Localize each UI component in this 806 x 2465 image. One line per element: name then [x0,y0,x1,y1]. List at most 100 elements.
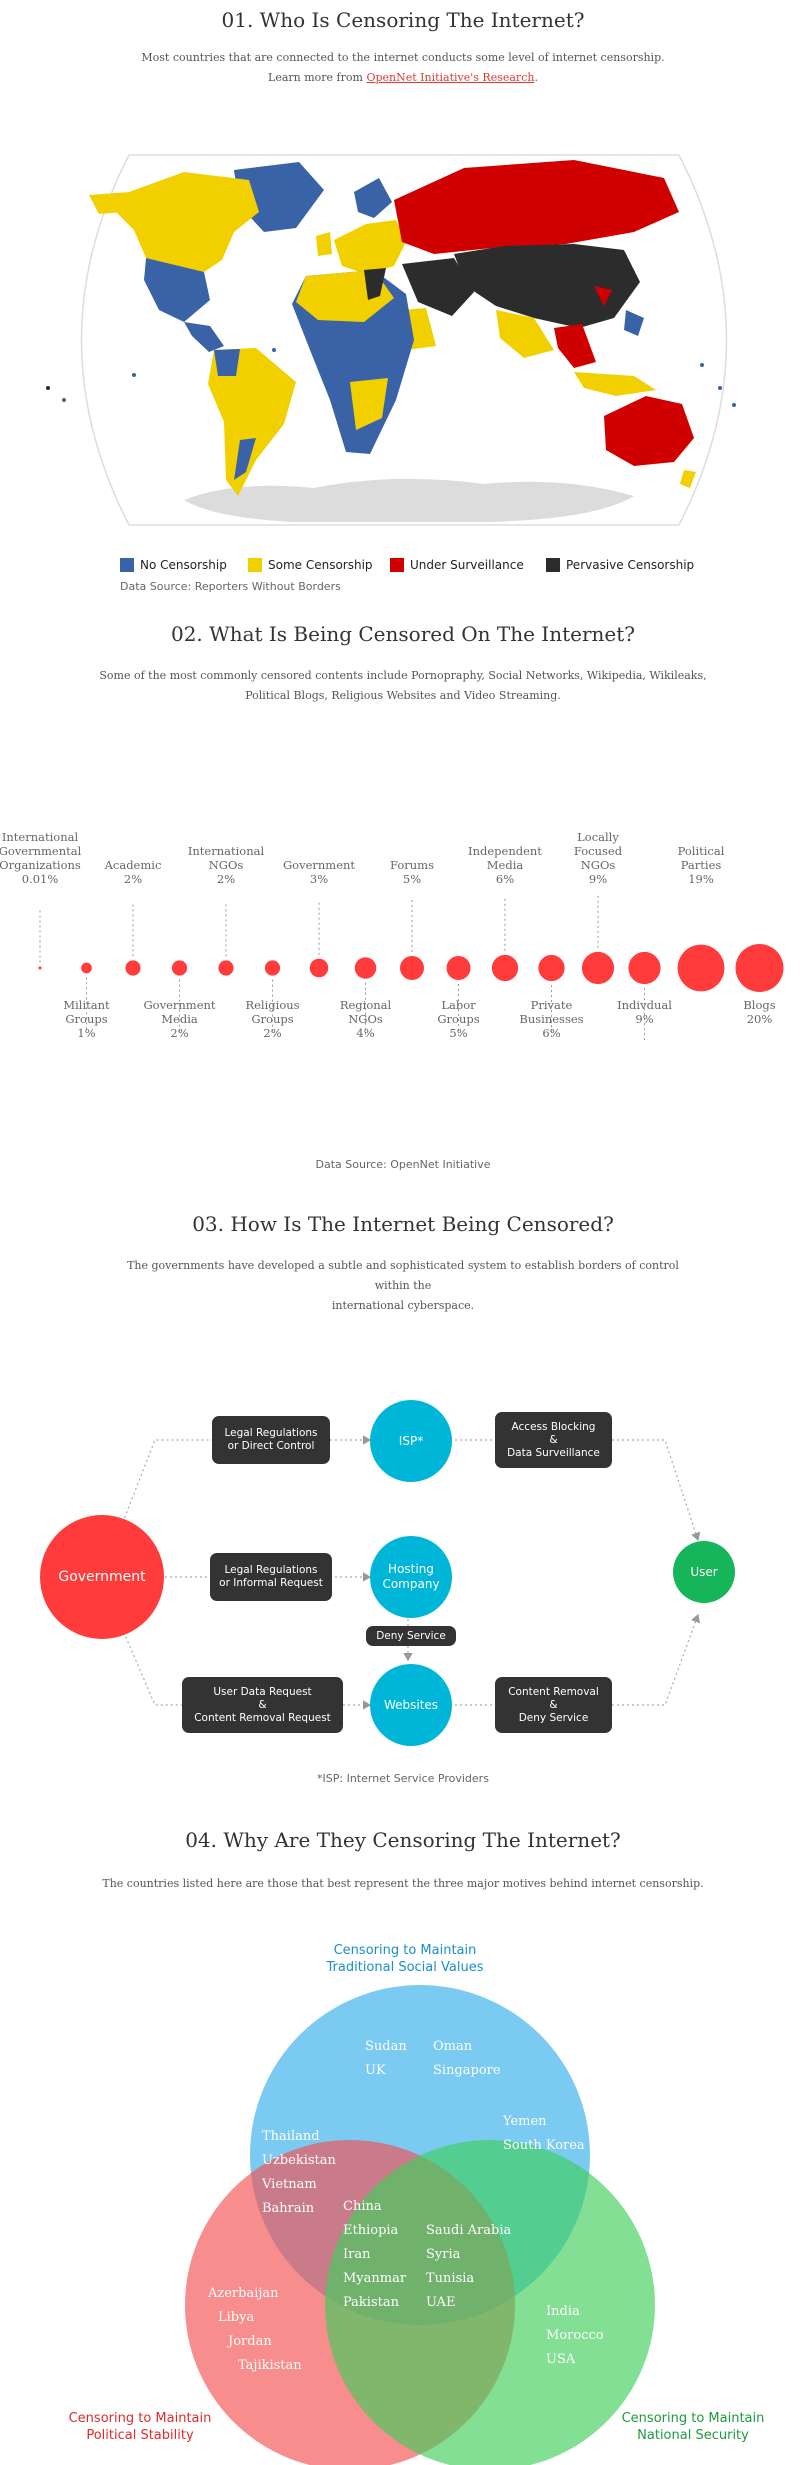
country-azerbaijan: Azerbaijan [208,2286,279,2301]
bubble-label-1-line-0: Militant [63,998,110,1012]
bubble-label-0-line-1: Governmental [0,844,82,858]
hosting-company-line1: Hosting [388,1562,434,1576]
bubble-label-2: Academic 2% [88,858,178,886]
bubble-label-7-line-1: NGOs [348,1012,383,1026]
bubble-9 [446,956,471,980]
user-data-line2: & [258,1698,267,1711]
bubble-label-9-line-0: Labor [441,998,476,1012]
legend-label-no-censorship: No Censorship [140,558,227,572]
deny-service-box: Deny Service [366,1626,456,1646]
section2-title: 02. What Is Being Censored On The Intern… [170,622,636,646]
content-removal-line2: & [549,1698,558,1711]
bubble-label-11: Private Businesses 6% [507,998,597,1040]
access-blocking-box: Access Blocking & Data Surveillance [495,1412,612,1468]
all-motives-group-b: Saudi Arabia Syria Tunisia UAE [426,2219,511,2315]
bubble-15 [735,944,784,992]
censored-content-bubble-chart: International Governmental Organizations 0.… [0,820,806,1100]
bubble-label-1-line-1: Groups [65,1012,108,1026]
user-node: User [673,1541,735,1603]
bubble-label-3: Government Media 2% [135,998,225,1040]
section2-desc-line1: Some of the most commonly censored conte… [99,669,707,682]
opennet-research-link[interactable]: OpenNet Initiative's Research [366,71,535,84]
bubble-label-0-line-0: International [1,830,79,844]
section3-desc-line1: The governments have developed a subtle … [127,1259,679,1292]
social-only-group-a: Sudan UK [365,2035,407,2083]
section4-description: The countries listed here are those that… [102,1877,704,1890]
isp-node: ISP* [370,1400,452,1482]
country-sudan: Sudan [365,2039,407,2054]
section4-title: 04. Why Are They Censoring The Internet? [185,1828,621,1852]
country-morocco: Morocco [546,2328,604,2343]
bubble-label-6: Government 3% [274,858,364,886]
country-saudi-arabia: Saudi Arabia [426,2223,512,2238]
bubble-label-0-line-2: Organizations [0,858,81,872]
country-india: India [546,2304,580,2319]
bubble-label-9-line-1: Groups [437,1012,480,1026]
legal-direct-control-box: Legal Regulations or Direct Control [212,1416,330,1464]
section1-desc-line1: Most countries that are connected to the… [141,51,665,64]
country-uk: UK [365,2063,386,2078]
bubble-value-0: 0.01% [21,872,59,886]
bubble-label-12-line-1: Focused [573,844,623,858]
legal-direct-line1: Legal Regulations [224,1427,318,1439]
legend-label-some-censorship: Some Censorship [268,558,373,572]
bubble-value-7: 4% [356,1026,375,1040]
bubble-label-11-line-0: Private [530,998,573,1012]
bubble-label-10-line-0: Independent [468,844,542,858]
country-vietnam: Vietnam [262,2177,317,2192]
bubble-label-12-line-2: NGOs [580,858,616,872]
legal-informal-request-box: Legal Regulations or Informal Request [210,1553,332,1601]
legend-swatch-pervasive-censorship [546,558,560,572]
user-data-line1: User Data Request [213,1685,312,1698]
venn-title-social-values: Censoring to Maintain Traditional Social… [305,1942,505,1976]
user-data-line3: Content Removal Request [194,1711,331,1724]
bubble-label-0: International Governmental Organizations 0.… [0,830,85,886]
content-removal-line1: Content Removal [508,1685,599,1698]
legal-informal-line2: or Informal Request [219,1577,323,1589]
political-only-group: Azerbaijan Libya Jordan Tajikistan [208,2282,302,2378]
bubble-label-15: Blogs 20% [715,998,805,1026]
section2-desc-line2: Political Blogs, Religious Websites and … [245,689,561,702]
venn-circle-national-security [325,2140,655,2465]
government-node: Government [40,1515,164,1639]
bubble-4 [218,960,234,976]
country-pakistan: Pakistan [343,2295,399,2310]
world-censorship-map [46,154,736,526]
country-myanmar: Myanmar [343,2271,407,2286]
country-singapore: Singapore [433,2063,501,2078]
bubble-chart-svg [38,895,784,1041]
content-removal-line3: Deny Service [518,1711,589,1724]
bubble-value-9: 5% [449,1026,468,1040]
section1-title: 01. Who Is Censoring The Internet? [221,8,585,32]
political-stability-title-line2: Political Stability [86,2428,194,2443]
bubble-value-2: 2% [123,872,143,886]
country-uae: UAE [426,2295,456,2310]
bubble-label-8: Forums 5% [367,858,457,886]
section3-description: The governments have developed a subtle … [110,1256,696,1316]
access-blocking-line3: Data Surveillance [507,1446,600,1459]
bubble-3 [171,960,188,976]
bubble-label-2-line-0: Academic [104,858,162,872]
bubble-label-10: Independent Media 6% [460,844,550,886]
national-security-title-line1: Censoring to Maintain [621,2411,765,2426]
section1-desc-suffix: . [534,71,538,84]
bubble-value-12: 9% [588,872,608,886]
bubble-6 [309,958,329,978]
legal-direct-line2: or Direct Control [227,1440,315,1452]
bubble-label-5: Religious Groups 2% [228,998,318,1040]
section1-source: Data Source: Reporters Without Borders [120,580,341,593]
country-china: China [343,2199,382,2214]
bubble-value-3: 2% [170,1026,189,1040]
bubble-value-5: 2% [263,1026,282,1040]
access-blocking-line1: Access Blocking [511,1420,596,1433]
bubble-label-13: Indivdual 9% [600,998,690,1026]
bubble-2 [125,960,141,976]
country-bahrain: Bahrain [262,2201,315,2216]
bubble-label-4: International NGOs 2% [181,844,271,886]
bubble-value-6: 3% [309,872,329,886]
motives-venn-diagram [185,1985,655,2465]
legend-label-pervasive-censorship: Pervasive Censorship [566,558,695,572]
bubble-label-10-line-1: Media [486,858,524,872]
legal-informal-line1: Legal Regulations [224,1564,318,1576]
user-data-request-box: User Data Request & Content Removal Requ… [182,1677,343,1733]
